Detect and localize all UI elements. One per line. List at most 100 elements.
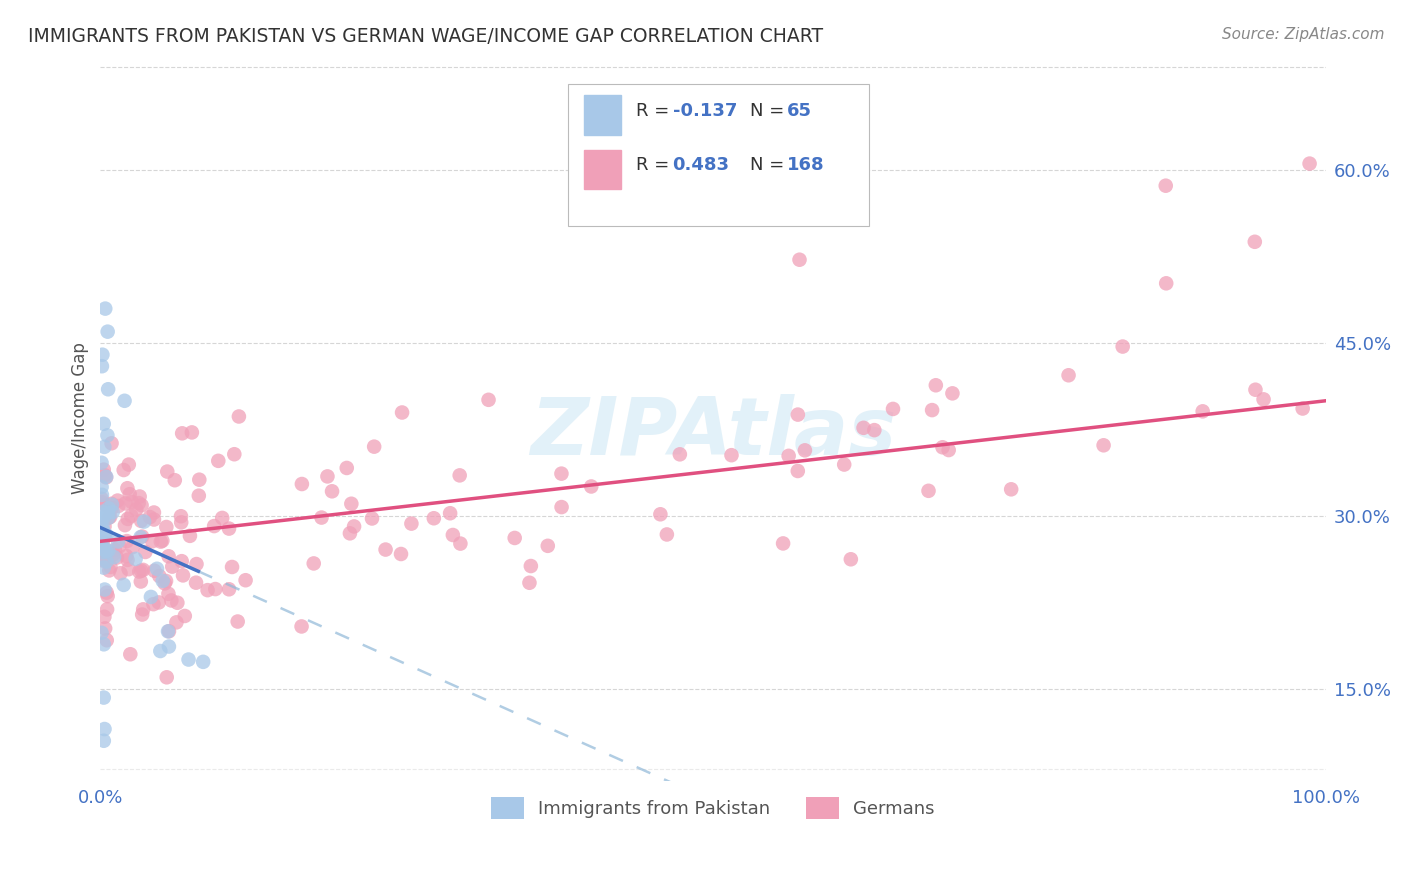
Point <box>170 554 193 568</box>
Point <box>184 575 207 590</box>
Point <box>839 552 862 566</box>
Point <box>519 575 541 590</box>
Point <box>207 454 229 468</box>
Point <box>157 624 180 639</box>
Point <box>90 480 112 494</box>
Point <box>117 481 139 495</box>
Point <box>204 582 226 596</box>
Text: ZIPAtlas: ZIPAtlas <box>530 393 896 472</box>
Point <box>150 533 173 548</box>
Point <box>93 733 115 747</box>
Point <box>90 456 112 470</box>
Point <box>224 447 246 461</box>
Point <box>177 652 200 666</box>
Point <box>94 470 117 484</box>
Point <box>191 655 214 669</box>
Point <box>107 499 129 513</box>
Point <box>1292 401 1315 416</box>
Point <box>449 536 471 550</box>
Text: -0.137: -0.137 <box>672 102 737 120</box>
Point <box>101 498 124 512</box>
Point <box>1057 368 1080 383</box>
Point <box>112 578 135 592</box>
Point <box>93 519 115 533</box>
Text: Source: ZipAtlas.com: Source: ZipAtlas.com <box>1222 27 1385 42</box>
Point <box>931 440 953 454</box>
Point <box>1154 277 1177 291</box>
Point <box>118 487 141 501</box>
Point <box>91 505 114 519</box>
Point <box>93 609 115 624</box>
Point <box>91 524 114 538</box>
Point <box>163 473 186 487</box>
Point <box>389 547 412 561</box>
Point <box>128 490 150 504</box>
Point <box>290 619 312 633</box>
Point <box>129 530 152 544</box>
Point <box>93 545 115 559</box>
Point <box>93 468 115 483</box>
Point <box>650 508 672 522</box>
Point <box>311 510 333 524</box>
Point <box>172 568 194 582</box>
Point <box>97 589 120 603</box>
Point <box>1298 156 1320 170</box>
Point <box>139 510 162 524</box>
Point <box>778 449 800 463</box>
Point <box>96 633 118 648</box>
Point <box>120 508 142 523</box>
Y-axis label: Wage/Income Gap: Wage/Income Gap <box>72 343 89 494</box>
Point <box>131 530 153 544</box>
Point <box>131 607 153 622</box>
Point <box>226 615 249 629</box>
Point <box>143 512 166 526</box>
Point <box>107 493 129 508</box>
Point <box>921 403 943 417</box>
Point <box>361 511 384 525</box>
Point <box>93 722 115 736</box>
Point <box>669 447 692 461</box>
Point <box>93 542 115 557</box>
Point <box>107 534 129 549</box>
Point <box>132 563 155 577</box>
Point <box>97 506 120 520</box>
Point <box>90 495 112 509</box>
Point <box>793 443 815 458</box>
Point <box>120 647 142 661</box>
Point <box>863 423 886 437</box>
Point <box>1191 404 1213 418</box>
Point <box>336 461 359 475</box>
Point <box>374 542 396 557</box>
Point <box>117 512 139 526</box>
Point <box>132 602 155 616</box>
Point <box>156 465 179 479</box>
Point <box>128 565 150 579</box>
Point <box>157 624 180 639</box>
Point <box>94 528 117 542</box>
Point <box>100 501 122 516</box>
Point <box>96 528 118 542</box>
Point <box>93 582 115 597</box>
Point <box>90 359 112 374</box>
Point <box>157 549 180 564</box>
Point <box>94 622 117 636</box>
Point <box>100 436 122 450</box>
Point <box>925 378 948 392</box>
Text: 168: 168 <box>786 156 824 175</box>
Point <box>401 516 423 531</box>
Text: 0.483: 0.483 <box>672 156 730 175</box>
Point <box>1244 383 1267 397</box>
Point <box>108 540 131 554</box>
Point <box>91 531 114 545</box>
Point <box>202 519 225 533</box>
Point <box>114 518 136 533</box>
Point <box>91 541 114 555</box>
Point <box>186 557 208 571</box>
Point <box>103 547 125 561</box>
Point <box>149 644 172 658</box>
Point <box>550 500 572 514</box>
Point <box>789 252 811 267</box>
Point <box>90 508 112 522</box>
Point <box>218 582 240 597</box>
Point <box>363 440 385 454</box>
